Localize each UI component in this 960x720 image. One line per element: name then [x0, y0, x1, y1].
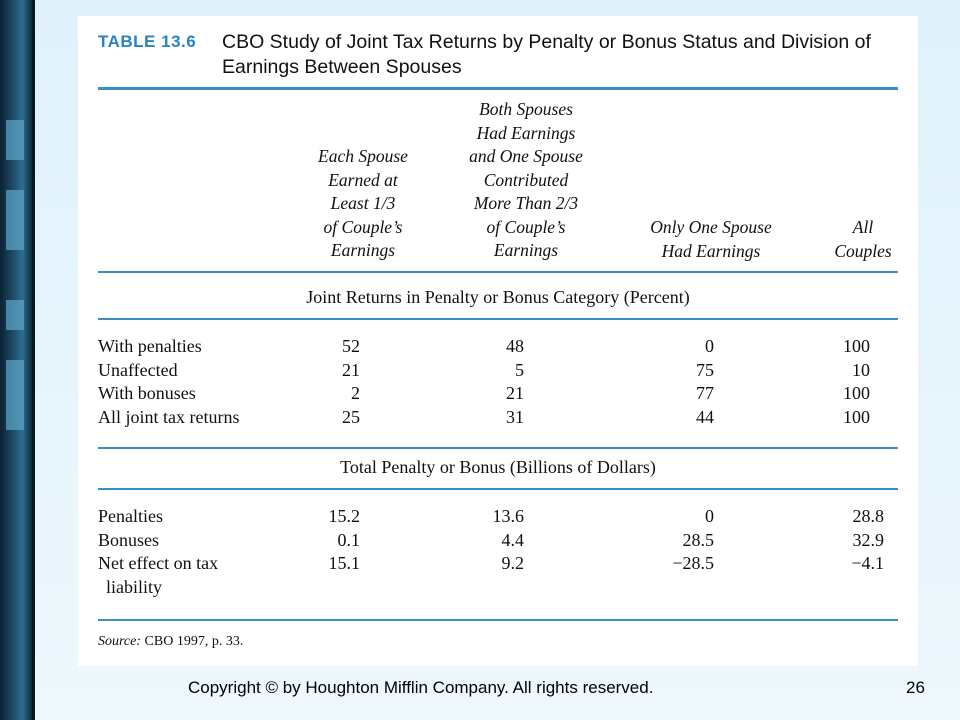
cell-value: 77	[696, 383, 714, 403]
header-line: Had Earnings	[476, 122, 576, 143]
strip-stripe	[6, 360, 24, 430]
table-row: All joint tax returns 25 31 44 100	[98, 406, 898, 430]
cell-value: 4.4	[501, 529, 525, 550]
cell-value: 5	[515, 359, 524, 380]
header-line: Least 1/3	[330, 193, 396, 213]
cell-value: 21	[506, 383, 524, 403]
strip-stripe	[6, 190, 24, 250]
table-row: With penalties 52 48 0 100	[98, 335, 898, 359]
header-line: Had Earnings	[661, 240, 761, 261]
table-title: CBO Study of Joint Tax Returns by Penalt…	[222, 31, 871, 78]
header-line: Earned at	[328, 169, 398, 190]
column-header-all-couples: All Couples	[818, 216, 908, 263]
section-rule	[98, 447, 898, 449]
cell-value: 0.1	[337, 529, 361, 550]
column-header-one-earner: Only One Spouse Had Earnings	[626, 216, 796, 263]
cell-value: −28.5	[672, 553, 714, 573]
cell-value: 9.2	[501, 553, 525, 573]
cell-value: 10	[852, 359, 870, 380]
cell-value: 44	[696, 406, 714, 427]
row-label: Unaffected	[98, 359, 178, 380]
section-rule	[98, 318, 898, 320]
section-title-dollars: Total Penalty or Bonus (Billions of Doll…	[340, 457, 656, 477]
page-number: 26	[906, 678, 925, 697]
row-label: Penalties	[98, 506, 163, 526]
cell-value: 25	[342, 406, 360, 427]
cell-value: 48	[506, 336, 524, 356]
table-row: Unaffected 21 5 75 10	[98, 359, 898, 383]
header-line: of Couple’s	[323, 216, 403, 237]
row-label: Bonuses	[98, 529, 160, 550]
row-label: All joint tax returns	[98, 406, 240, 427]
header-line: Couples	[834, 240, 892, 261]
column-header-two-thirds: Both Spouses Had Earnings and One Spouse…	[446, 98, 606, 263]
table-number: TABLE 13.6	[98, 32, 197, 51]
top-rule	[98, 87, 898, 90]
table-row: Bonuses 0.1 4.4 28.5 32.9	[98, 529, 898, 553]
header-line: More Than 2/3	[473, 193, 579, 213]
header-line: of Couple’s	[486, 216, 566, 237]
cell-value: 21	[342, 359, 360, 380]
table-row: Net effect on tax liability 15.1 9.2 −28…	[98, 552, 898, 597]
copyright-text: Copyright © by Houghton Mifflin Company.…	[188, 678, 654, 697]
slide-footer: Copyright © by Houghton Mifflin Company.…	[0, 678, 960, 700]
table-panel: TABLE 13.6 CBO Study of Joint Tax Return…	[78, 16, 918, 666]
header-rule	[98, 271, 898, 273]
cell-value: 75	[696, 359, 714, 380]
row-label-continued: liability	[106, 576, 162, 597]
section-title-percent: Joint Returns in Penalty or Bonus Catego…	[306, 287, 690, 307]
cell-value: 31	[506, 406, 524, 427]
table-row: With bonuses 2 21 77 100	[98, 382, 898, 406]
header-line: Earnings	[493, 240, 559, 260]
bottom-rule	[98, 619, 898, 621]
cell-value: 100	[843, 406, 870, 427]
header-line: All	[852, 217, 874, 237]
cell-value: 15.1	[328, 553, 361, 573]
row-label: With penalties	[98, 336, 202, 356]
strip-stripe	[6, 120, 24, 160]
header-line: and One Spouse	[469, 146, 583, 166]
cell-value: 100	[843, 336, 870, 356]
row-label: Net effect on tax	[98, 553, 219, 573]
cell-value: 100	[843, 383, 870, 403]
cell-value: 0	[705, 506, 714, 526]
cell-value: 28.5	[682, 529, 715, 550]
cell-value: 32.9	[852, 529, 885, 550]
header-line: Both Spouses	[479, 99, 573, 119]
cell-value: 2	[351, 383, 360, 403]
cell-value: 52	[342, 336, 360, 356]
decorative-side-strip	[0, 0, 35, 720]
header-line: Earnings	[330, 240, 396, 260]
row-label: With bonuses	[98, 383, 196, 403]
column-header-one-third: Each Spouse Earned at Least 1/3 of Coupl…	[288, 145, 438, 263]
source-prefix: Source:	[98, 634, 142, 649]
cell-value: 13.6	[492, 506, 525, 526]
source-text: CBO 1997, p. 33.	[144, 634, 244, 649]
table-row: Penalties 15.2 13.6 0 28.8	[98, 505, 898, 529]
cell-value: 15.2	[328, 506, 361, 526]
cell-value: 28.8	[852, 506, 885, 526]
header-line: Contributed	[483, 169, 569, 190]
section-rule	[98, 488, 898, 490]
header-line: Only One Spouse	[650, 217, 772, 237]
strip-stripe	[6, 300, 24, 330]
source-note: Source: CBO 1997, p. 33.	[98, 634, 243, 650]
cell-value: 0	[705, 336, 714, 356]
cell-value: −4.1	[851, 553, 884, 573]
header-line: Each Spouse	[318, 146, 408, 166]
